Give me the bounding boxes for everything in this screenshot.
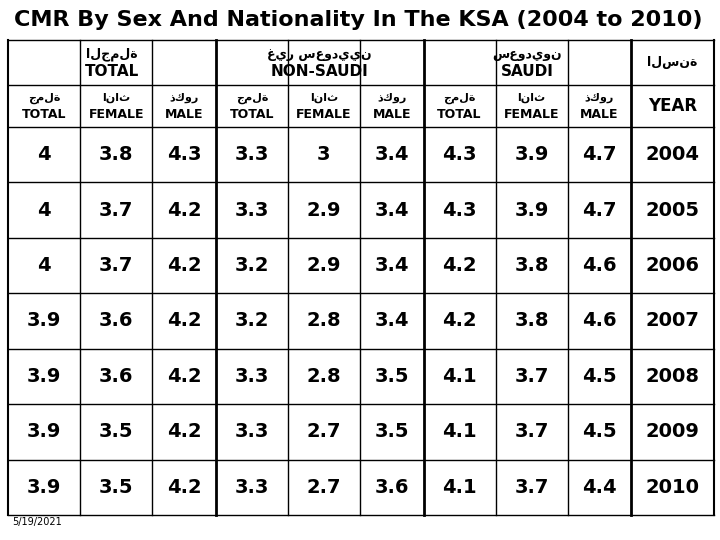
Text: 3.9: 3.9 xyxy=(515,145,549,164)
Text: 4: 4 xyxy=(37,256,51,275)
Text: 2.8: 2.8 xyxy=(307,367,341,386)
Text: اناث: اناث xyxy=(518,93,546,103)
Text: 3.5: 3.5 xyxy=(374,422,409,441)
Text: 3.6: 3.6 xyxy=(99,312,133,330)
Text: MALE: MALE xyxy=(372,109,411,122)
Text: 3.9: 3.9 xyxy=(515,201,549,220)
Text: YEAR: YEAR xyxy=(648,97,697,115)
Text: 4.1: 4.1 xyxy=(442,478,477,497)
Text: ذكور: ذكور xyxy=(377,93,406,103)
Text: 2004: 2004 xyxy=(646,145,700,164)
Text: 3.2: 3.2 xyxy=(235,312,269,330)
Text: 4.6: 4.6 xyxy=(582,256,617,275)
Text: 4.7: 4.7 xyxy=(582,145,617,164)
Text: 3.7: 3.7 xyxy=(515,367,549,386)
Text: 3.2: 3.2 xyxy=(235,256,269,275)
Text: 3.3: 3.3 xyxy=(235,145,269,164)
Text: TOTAL: TOTAL xyxy=(22,109,66,122)
Text: 2005: 2005 xyxy=(646,201,700,220)
Text: FEMALE: FEMALE xyxy=(504,109,559,122)
Text: جملة: جملة xyxy=(28,92,60,104)
Text: FEMALE: FEMALE xyxy=(89,109,144,122)
Text: 2006: 2006 xyxy=(646,256,700,275)
Text: 4.3: 4.3 xyxy=(442,201,477,220)
Text: 4.2: 4.2 xyxy=(442,312,477,330)
Text: 3.4: 3.4 xyxy=(374,256,409,275)
Text: 3.4: 3.4 xyxy=(374,201,409,220)
Text: TOTAL: TOTAL xyxy=(85,64,139,79)
Text: FEMALE: FEMALE xyxy=(296,109,351,122)
Text: جملة: جملة xyxy=(235,92,268,104)
Text: 3.3: 3.3 xyxy=(235,367,269,386)
Text: 4.2: 4.2 xyxy=(166,422,202,441)
Text: 4.2: 4.2 xyxy=(166,367,202,386)
Text: 2.9: 2.9 xyxy=(307,201,341,220)
Text: 2.7: 2.7 xyxy=(307,478,341,497)
Text: 3.6: 3.6 xyxy=(374,478,409,497)
Text: 3.7: 3.7 xyxy=(99,201,133,220)
Text: 2.9: 2.9 xyxy=(307,256,341,275)
Text: اناث: اناث xyxy=(310,93,338,103)
Text: 4.2: 4.2 xyxy=(166,478,202,497)
Text: 3.9: 3.9 xyxy=(27,478,61,497)
Text: 3.4: 3.4 xyxy=(374,145,409,164)
Text: 3.7: 3.7 xyxy=(99,256,133,275)
Text: 3.5: 3.5 xyxy=(99,422,133,441)
Text: 4.6: 4.6 xyxy=(582,312,617,330)
Text: 4.5: 4.5 xyxy=(582,367,617,386)
Text: 4.3: 4.3 xyxy=(167,145,201,164)
Text: 3.9: 3.9 xyxy=(27,367,61,386)
Text: CMR By Sex And Nationality In The KSA (2004 to 2010): CMR By Sex And Nationality In The KSA (2… xyxy=(14,10,703,30)
Text: 4.2: 4.2 xyxy=(166,312,202,330)
Text: 2010: 2010 xyxy=(646,478,700,497)
Text: 4.1: 4.1 xyxy=(442,367,477,386)
Text: 4: 4 xyxy=(37,201,51,220)
Text: 3.5: 3.5 xyxy=(99,478,133,497)
Text: الجملة: الجملة xyxy=(86,48,138,62)
Text: 4.2: 4.2 xyxy=(442,256,477,275)
Text: 2008: 2008 xyxy=(646,367,700,386)
Text: 2007: 2007 xyxy=(646,312,700,330)
Text: 3.9: 3.9 xyxy=(27,312,61,330)
Text: 2.7: 2.7 xyxy=(307,422,341,441)
Text: 4.3: 4.3 xyxy=(442,145,477,164)
Text: 5/19/2021: 5/19/2021 xyxy=(12,517,62,527)
Text: 4.4: 4.4 xyxy=(582,478,617,497)
Text: اناث: اناث xyxy=(102,93,130,103)
Text: 2.8: 2.8 xyxy=(307,312,341,330)
Text: 2009: 2009 xyxy=(646,422,700,441)
Text: 3.6: 3.6 xyxy=(99,367,133,386)
Text: 3.7: 3.7 xyxy=(515,478,549,497)
Text: 4.5: 4.5 xyxy=(582,422,617,441)
Text: سعوديون: سعوديون xyxy=(492,48,562,61)
Text: MALE: MALE xyxy=(165,109,203,122)
Text: ذكور: ذكور xyxy=(585,93,614,103)
Text: NON-SAUDI: NON-SAUDI xyxy=(271,64,369,79)
Text: 4.7: 4.7 xyxy=(582,201,617,220)
Text: 3.5: 3.5 xyxy=(374,367,409,386)
Text: 3.8: 3.8 xyxy=(99,145,133,164)
Text: 4.1: 4.1 xyxy=(442,422,477,441)
Text: 3.3: 3.3 xyxy=(235,422,269,441)
Text: 3.3: 3.3 xyxy=(235,201,269,220)
Text: جملة: جملة xyxy=(444,92,476,104)
Text: 3.8: 3.8 xyxy=(514,312,549,330)
Text: 3.9: 3.9 xyxy=(27,422,61,441)
Text: 4.2: 4.2 xyxy=(166,201,202,220)
Text: SAUDI: SAUDI xyxy=(501,64,554,79)
Text: 3.3: 3.3 xyxy=(235,478,269,497)
Text: 4.2: 4.2 xyxy=(166,256,202,275)
Text: TOTAL: TOTAL xyxy=(230,109,274,122)
Text: 3: 3 xyxy=(317,145,330,164)
Text: السنة: السنة xyxy=(647,56,698,69)
Text: 4: 4 xyxy=(37,145,51,164)
Text: ذكور: ذكور xyxy=(169,93,199,103)
Text: MALE: MALE xyxy=(580,109,618,122)
Text: 3.4: 3.4 xyxy=(374,312,409,330)
Text: TOTAL: TOTAL xyxy=(437,109,482,122)
Text: غير سعوديين: غير سعوديين xyxy=(267,48,372,61)
Text: 3.7: 3.7 xyxy=(515,422,549,441)
Text: 3.8: 3.8 xyxy=(514,256,549,275)
